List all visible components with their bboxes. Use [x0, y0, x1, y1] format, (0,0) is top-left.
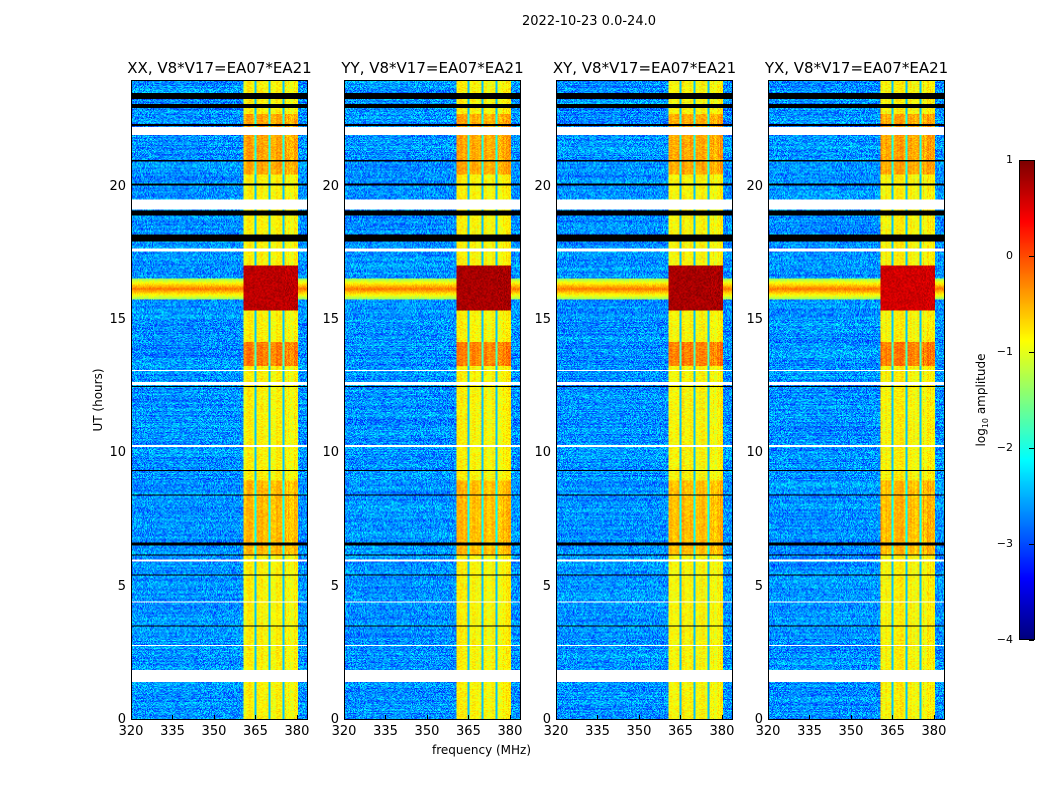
x-tick-mark	[213, 715, 215, 719]
y-tick-label: 15	[534, 312, 551, 327]
x-tick-mark	[850, 715, 852, 719]
x-tick-label: 320	[543, 724, 569, 739]
colorbar-tick-label: −2	[996, 441, 1013, 454]
y-tick-label: 15	[322, 312, 339, 327]
x-tick-mark	[296, 715, 298, 719]
y-tick-label: 0	[542, 712, 551, 727]
x-tick-label: 365	[668, 724, 693, 739]
panel-title: XY, V8*V17=EA07*EA21	[552, 59, 737, 77]
y-tick-label: 5	[754, 578, 763, 594]
x-tick-label: 350	[838, 724, 864, 739]
y-tick-label: 0	[330, 712, 339, 727]
x-tick-label: 320	[331, 724, 357, 739]
figure-title: 2022-10-23 0.0-24.0	[522, 14, 656, 29]
x-tick-mark	[933, 715, 935, 719]
x-tick-label: 380	[921, 724, 947, 739]
y-tick-label: 10	[109, 445, 126, 461]
x-tick-mark	[809, 715, 811, 719]
x-tick-label: 350	[626, 724, 652, 739]
colorbar-label: log10 amplitude	[973, 353, 991, 447]
x-tick-mark	[768, 715, 769, 719]
x-tick-label: 365	[456, 724, 481, 739]
x-tick-label: 380	[497, 724, 523, 739]
y-tick-label: 0	[117, 712, 126, 727]
colorbar-tick-mark	[1029, 640, 1034, 641]
x-tick-mark	[597, 715, 599, 719]
panel-title: XX, V8*V17=EA07*EA21	[127, 59, 312, 77]
y-tick-label: 5	[542, 578, 551, 594]
spectrogram-panel-1	[344, 80, 521, 720]
colorbar-tick-mark	[1029, 448, 1034, 449]
y-tick-label: 10	[746, 445, 763, 461]
x-tick-label: 365	[880, 724, 905, 739]
x-tick-mark	[172, 715, 174, 719]
y-axis-label: UT (hours)	[91, 368, 105, 432]
x-axis-label: frequency (MHz)	[432, 743, 532, 757]
y-tick-label: 20	[322, 178, 339, 194]
y-tick-label: 10	[534, 445, 551, 461]
x-tick-mark	[680, 715, 682, 719]
x-tick-mark	[385, 715, 387, 719]
spectrogram-panel-3	[768, 80, 945, 720]
colorbar	[1019, 160, 1035, 640]
x-tick-mark	[468, 715, 470, 719]
y-tick-label: 20	[534, 178, 551, 194]
colorbar-tick-mark	[1029, 160, 1034, 161]
x-tick-mark	[892, 715, 894, 719]
colorbar-tick-label: −4	[996, 633, 1013, 646]
x-tick-label: 350	[414, 724, 440, 739]
y-tick-label: 20	[746, 178, 763, 194]
x-tick-mark	[509, 715, 511, 719]
y-tick-label: 5	[330, 578, 339, 594]
y-tick-label: 5	[117, 578, 126, 594]
x-tick-mark	[556, 715, 557, 719]
colorbar-tick-label: −1	[996, 345, 1013, 358]
y-tick-label: 20	[109, 178, 126, 194]
y-tick-label: 10	[322, 445, 339, 461]
colorbar-tick-mark	[1029, 544, 1034, 545]
y-tick-label: 0	[754, 712, 763, 727]
x-tick-mark	[721, 715, 723, 719]
x-tick-label: 380	[284, 724, 310, 739]
x-tick-label: 350	[201, 724, 227, 739]
x-tick-label: 365	[243, 724, 268, 739]
x-tick-label: 335	[585, 724, 610, 739]
x-tick-label: 335	[797, 724, 822, 739]
x-tick-mark	[426, 715, 428, 719]
spectrogram-panel-0	[131, 80, 308, 720]
x-tick-mark	[131, 715, 132, 719]
x-tick-label: 320	[755, 724, 781, 739]
colorbar-tick-label: −3	[996, 537, 1013, 550]
y-tick-label: 15	[746, 312, 763, 327]
x-tick-label: 320	[118, 724, 144, 739]
y-tick-label: 15	[109, 312, 126, 327]
x-tick-mark	[344, 715, 345, 719]
x-tick-mark	[255, 715, 257, 719]
x-tick-label: 335	[373, 724, 398, 739]
colorbar-tick-label: 1	[1006, 153, 1013, 166]
x-tick-label: 380	[709, 724, 735, 739]
colorbar-tick-mark	[1029, 352, 1034, 353]
colorbar-tick-label: 0	[1006, 249, 1013, 262]
colorbar-tick-mark	[1029, 256, 1034, 257]
panel-title: YY, V8*V17=EA07*EA21	[341, 59, 524, 77]
x-tick-label: 335	[160, 724, 185, 739]
panel-title: YX, V8*V17=EA07*EA21	[764, 59, 949, 77]
spectrogram-panel-2	[556, 80, 733, 720]
x-tick-mark	[638, 715, 640, 719]
